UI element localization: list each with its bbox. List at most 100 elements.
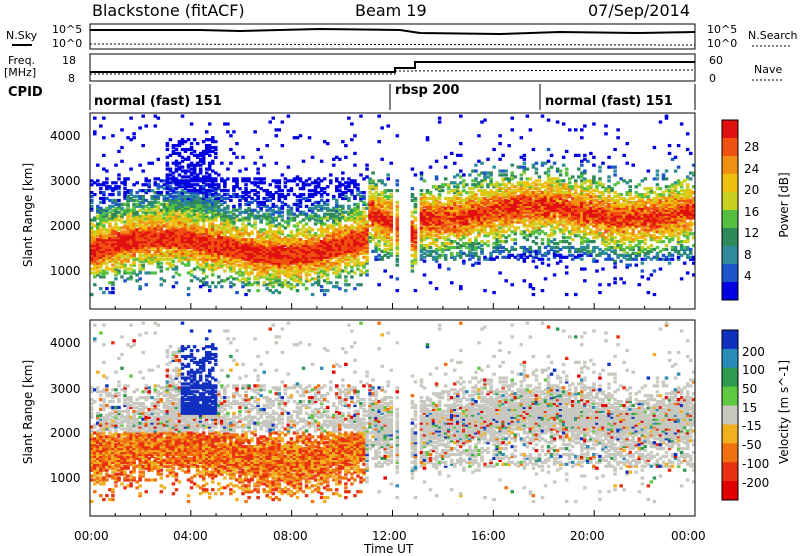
power-cell (447, 191, 451, 194)
power-cell (338, 287, 342, 290)
power-cell (450, 197, 454, 200)
power-heatmap-cells (90, 115, 696, 297)
power-cell (365, 175, 369, 178)
power-cell (132, 136, 136, 139)
power-cell (138, 209, 142, 212)
power-cell (169, 262, 173, 265)
power-cell (386, 240, 390, 243)
power-cell (99, 207, 103, 210)
power-cell (477, 256, 481, 259)
power-cell (350, 260, 354, 263)
power-cell (220, 195, 224, 198)
power-cell (114, 164, 118, 167)
power-cell (293, 224, 297, 227)
power-cell (262, 232, 266, 235)
power-cell (429, 246, 433, 249)
power-cell (326, 281, 330, 284)
power-cell (495, 238, 499, 241)
power-cell (217, 281, 221, 284)
power-cell (447, 197, 451, 200)
power-cell (256, 191, 260, 194)
power-cell (314, 218, 318, 221)
power-cell (172, 285, 176, 288)
power-cell (275, 162, 279, 165)
power-cell (498, 244, 502, 247)
power-cell (90, 271, 94, 274)
power-cell (320, 205, 324, 208)
power-cell (471, 187, 475, 190)
power-cell (435, 256, 439, 259)
power-cell (468, 187, 472, 190)
power-cell (341, 197, 345, 200)
power-cell (129, 197, 133, 200)
power-cell (166, 262, 170, 265)
power-cell (350, 179, 354, 182)
power-cell (441, 189, 445, 192)
power-cell (163, 179, 167, 182)
power-cell (335, 177, 339, 180)
power-cell (420, 207, 424, 210)
power-cell (284, 203, 288, 206)
power-cell (305, 277, 309, 280)
power-cell (492, 183, 496, 186)
power-cell (447, 238, 451, 241)
power-cell (108, 281, 112, 284)
power-cell (332, 207, 336, 210)
power-cell (190, 224, 194, 227)
power-cell (326, 234, 330, 237)
power-cell (196, 189, 200, 192)
power-cell (529, 246, 533, 249)
power-cell (265, 277, 269, 280)
power-cell (323, 187, 327, 190)
power-cell (438, 201, 442, 204)
power-cell (235, 264, 239, 267)
power-cell (438, 264, 442, 267)
power-cell (287, 193, 291, 196)
power-cell (450, 246, 454, 249)
power-cell (447, 183, 451, 186)
power-cell (163, 183, 167, 186)
power-cell (120, 220, 124, 223)
power-cell (326, 273, 330, 276)
power-cell (123, 279, 127, 282)
power-cell (187, 156, 191, 159)
power-cell (323, 140, 327, 143)
power-cell (262, 281, 266, 284)
power-cell (259, 228, 263, 231)
power-cell (253, 220, 257, 223)
power-cell (117, 177, 121, 180)
power-cell (383, 199, 387, 202)
power-cell (396, 183, 400, 186)
power-cell (299, 187, 303, 190)
power-cell (238, 203, 242, 206)
power-cell (244, 216, 248, 219)
power-cell (157, 258, 161, 261)
power-cell (483, 242, 487, 245)
power-cell (438, 236, 442, 239)
power-cell (293, 216, 297, 219)
power-cell (335, 222, 339, 225)
power-cell (196, 277, 200, 280)
power-cell (435, 238, 439, 241)
power-cell (232, 216, 236, 219)
power-cell (90, 222, 94, 225)
power-cell (117, 218, 121, 221)
power-cell (193, 187, 197, 190)
power-cell (262, 228, 266, 231)
power-cell (253, 189, 257, 192)
power-cell (220, 258, 224, 261)
power-cell (347, 197, 351, 200)
power-cell (444, 242, 448, 245)
power-cell (293, 213, 297, 216)
power-cell (105, 234, 109, 237)
power-cell (144, 183, 148, 186)
power-cell (426, 189, 430, 192)
power-cell (526, 228, 530, 231)
power-cell (102, 209, 106, 212)
power-cell (114, 207, 118, 210)
power-cell (250, 238, 254, 241)
power-cell (365, 167, 369, 170)
power-cell (453, 175, 457, 178)
power-cell (532, 240, 536, 243)
power-cell (281, 218, 285, 221)
